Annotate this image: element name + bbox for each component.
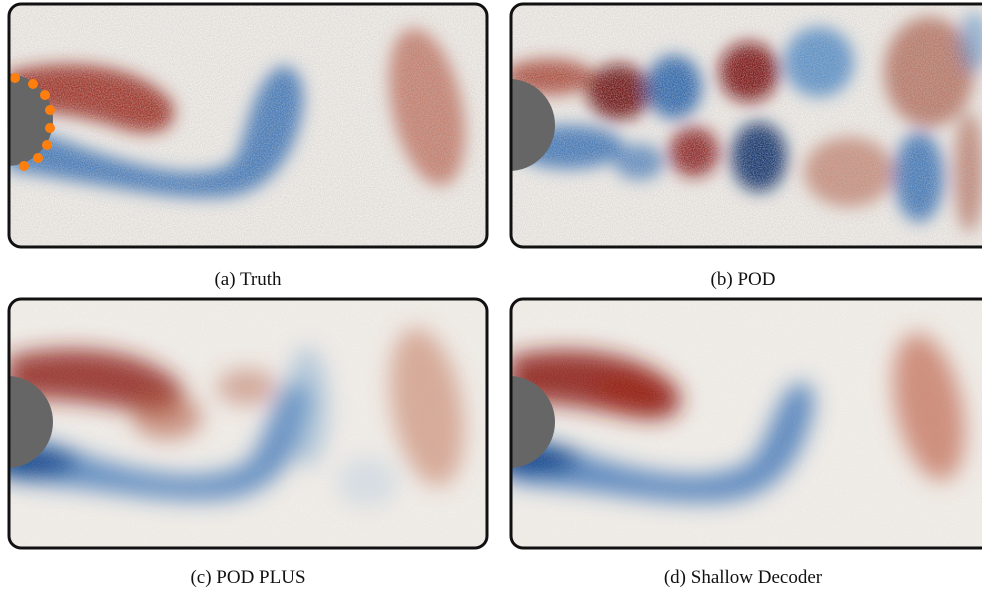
caption-d: (d) Shallow Decoder xyxy=(503,567,982,589)
vorticity-field-truth xyxy=(7,2,489,249)
caption-label: (b) xyxy=(710,269,733,290)
cylinder xyxy=(9,376,53,468)
vorticity-field-pod xyxy=(509,2,982,249)
caption-c: (c) POD PLUS xyxy=(8,567,488,589)
panel-truth xyxy=(7,2,489,249)
vorticity-field-shallow-decoder xyxy=(509,297,982,550)
panel-pod xyxy=(509,2,982,249)
caption-method: POD PLUS xyxy=(216,567,306,588)
cylinder xyxy=(9,74,53,166)
caption-a: (a) Truth xyxy=(8,269,488,291)
caption-label: (d) xyxy=(663,567,686,588)
cylinder xyxy=(511,79,555,171)
cylinder xyxy=(511,376,555,468)
panel-shallow-decoder xyxy=(509,297,982,550)
caption-label: (c) xyxy=(190,567,212,588)
panel-pod-plus xyxy=(7,297,489,550)
caption-method: Truth xyxy=(239,269,282,290)
caption-method: POD xyxy=(737,269,776,290)
vorticity-field-pod-plus xyxy=(7,297,489,550)
caption-label: (a) xyxy=(214,269,236,290)
sensor-markers xyxy=(10,73,55,171)
caption-method: Shallow Decoder xyxy=(690,567,823,588)
caption-b: (b) POD xyxy=(503,269,982,291)
